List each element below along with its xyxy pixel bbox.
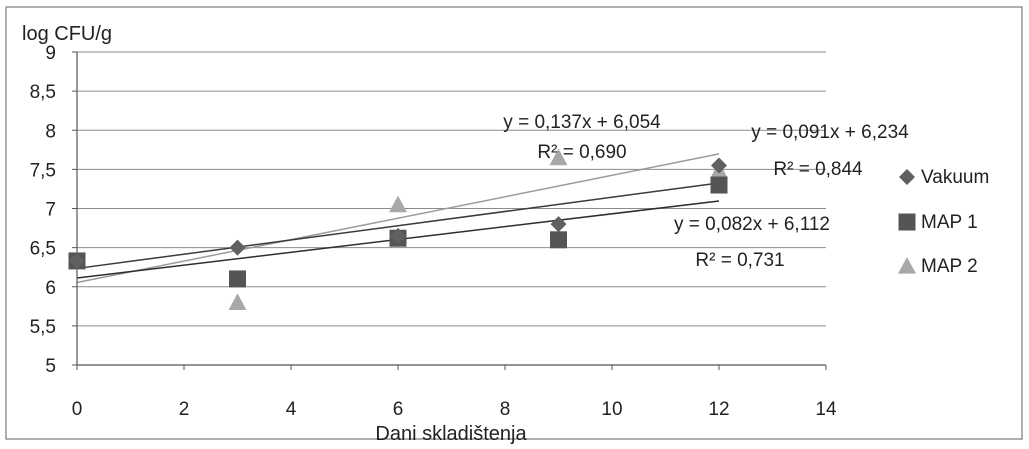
x-tick-label: 10 [601,399,622,420]
trend-r2-map-1: R² = 0,731 [695,250,784,271]
legend-label-vakuum: Vakuum [921,167,989,188]
x-tick-label: 4 [286,399,297,420]
legend-marker-vakuum [899,169,915,185]
y-tick-label: 7,5 [30,160,56,181]
trendline-map-2 [76,153,720,284]
point-map-2 [389,195,407,213]
data-points [68,148,728,311]
point-vakuum [550,216,567,233]
y-tick-label: 9 [45,43,56,64]
point-map-2 [228,293,247,311]
trendline-vakuum [76,182,720,270]
x-tick-label: 2 [179,399,190,420]
x-tick-label: 12 [708,399,729,420]
y-tick-label: 5,5 [30,317,56,338]
y-tick-label: 6,5 [30,239,56,260]
trend-r2-vakuum: R² = 0,844 [773,159,863,180]
x-axis-title: Dani skladištenja [375,423,527,444]
legend: Vakuum MAP 1 MAP 2 [898,167,989,277]
gridlines [77,51,826,366]
trend-equation-vakuum: y = 0,091x + 6,234 [751,122,909,143]
y-tick-label: 5 [45,356,56,377]
trend-equation-map-1: y = 0,082x + 6,112 [674,214,830,235]
point-vakuum [390,227,406,244]
point-map-1 [710,176,728,194]
point-vakuum [69,252,85,269]
point-vakuum [229,239,246,256]
point-map-2 [549,148,568,166]
x-tick-label: 14 [815,399,837,420]
y-tick-label: 7 [45,200,56,221]
y-tick-label: 6 [45,278,56,299]
x-tick-label: 6 [393,399,404,420]
y-tick-label: 8 [45,121,56,142]
trend-r2-map-2: R² = 0,690 [537,142,626,163]
point-map-1 [229,270,246,288]
chart-border [5,6,1023,440]
y-axis-title: log CFU/g [22,23,112,45]
point-vakuum [711,157,727,174]
x-tick-label: 8 [500,399,511,420]
legend-marker-map-1 [898,213,916,231]
axes: 5 5,5 6 6,5 7 7,5 8 8,5 9 0 2 4 6 8 10 12 14 [30,43,837,420]
legend-marker-map-2 [898,257,916,274]
trend-labels: y = 0,091x + 6,234 R² = 0,844 y = 0,082x +… [503,112,909,271]
trend-equation-map-2: y = 0,137x + 6,054 [503,112,661,133]
legend-label-map-2: MAP 2 [921,256,978,277]
y-tick-label: 8,5 [30,82,56,103]
legend-label-map-1: MAP 1 [921,212,978,233]
point-map-1 [550,231,567,249]
x-tick-label: 0 [72,399,83,420]
